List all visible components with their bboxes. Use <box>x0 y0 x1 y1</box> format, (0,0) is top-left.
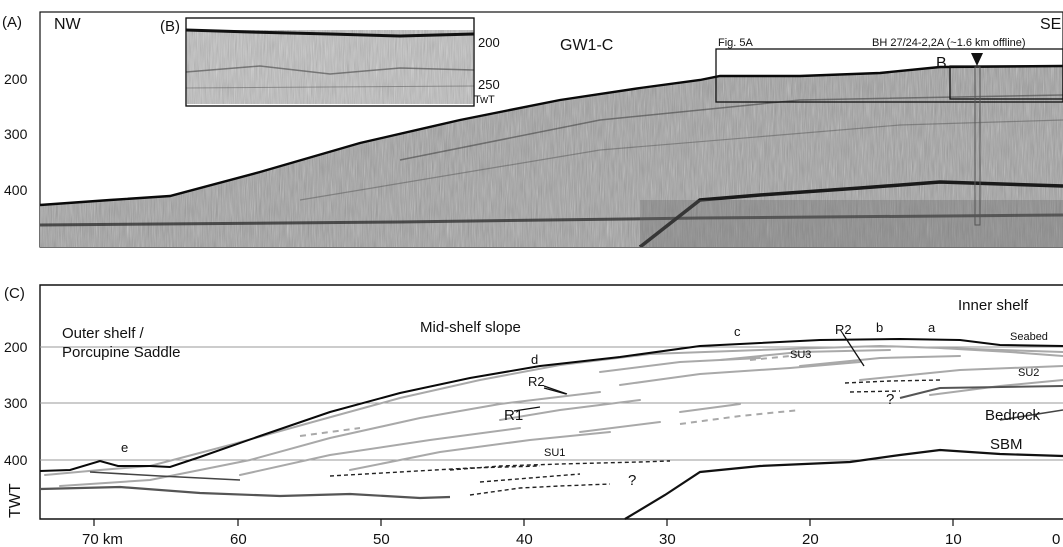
r2-left-label: R2 <box>528 374 545 389</box>
se-label: SE <box>1040 16 1061 33</box>
x-tick-50: 50 <box>373 531 390 547</box>
box-b-label: B <box>936 55 947 72</box>
x-tick-20: 20 <box>802 531 819 547</box>
x-tick-30: 30 <box>659 531 676 547</box>
panel-c-ytick-200: 200 <box>4 339 28 355</box>
point-a: a <box>928 320 936 335</box>
panel-a-ytick-300: 300 <box>4 126 28 142</box>
point-d: d <box>531 352 538 367</box>
su1-label: SU1 <box>544 447 565 459</box>
borehole-column <box>974 66 981 226</box>
point-e: e <box>121 440 128 455</box>
fig-5a-label: Fig. 5A <box>718 37 754 49</box>
panel-a-label: (A) <box>2 14 22 31</box>
r1-label: R1 <box>504 407 523 424</box>
seabed-reflector <box>39 64 1063 207</box>
point-c: c <box>734 324 741 339</box>
inset-tick-200: 200 <box>478 35 500 50</box>
su3-label: SU3 <box>790 349 811 361</box>
y-axis-label: TWT <box>7 483 24 518</box>
question-mark-2: ? <box>886 391 894 408</box>
x-tick-40: 40 <box>516 531 533 547</box>
borehole-marker-icon <box>971 53 983 66</box>
panel-c-interpretation: (C) Outer shelf / Porcupine Saddle Mid-s… <box>4 284 1063 547</box>
fig-5a-box <box>715 48 1063 103</box>
sbm-label: SBM <box>990 436 1023 453</box>
panel-b-label: (B) <box>160 18 180 35</box>
su2-label: SU2 <box>1018 367 1039 379</box>
inner-shelf-label: Inner shelf <box>958 297 1029 314</box>
panel-c-label: (C) <box>4 285 25 302</box>
panel-c-ytick-400: 400 <box>4 452 28 468</box>
inset-b-frame <box>185 17 475 107</box>
inset-tick-250: 250 <box>478 77 500 92</box>
x-tick-0: 0 <box>1052 531 1060 547</box>
nw-label: NW <box>54 16 82 33</box>
x-tick-70: 70 km <box>82 531 123 547</box>
r2-right-label: R2 <box>835 322 852 337</box>
x-tick-60: 60 <box>230 531 247 547</box>
box-b <box>949 65 1063 100</box>
sbm-reflector <box>624 448 1063 520</box>
line-name: GW1-C <box>560 37 613 54</box>
outer-shelf-label-2: Porcupine Saddle <box>62 344 180 361</box>
outer-shelf-label-1: Outer shelf / <box>62 325 145 342</box>
x-tick-10: 10 <box>945 531 962 547</box>
panel-a-ytick-200: 200 <box>4 71 28 87</box>
panel-c-ytick-300: 300 <box>4 395 28 411</box>
panel-a-seismic-profile: (A) NW SE GW1-C 200 300 400 Fig. 5A B BH… <box>2 11 1063 248</box>
inset-unit: TwT <box>474 94 495 106</box>
borehole-label: BH 27/24-2,2A (~1.6 km offline) <box>872 37 1026 49</box>
question-mark-1: ? <box>628 472 636 489</box>
seabed-line <box>39 337 1063 472</box>
panel-a-ytick-400: 400 <box>4 182 28 198</box>
mid-shelf-label: Mid-shelf slope <box>420 319 521 336</box>
bedrock-label: Bedrock <box>985 407 1041 424</box>
panel-c-frame <box>39 284 1063 520</box>
bedrock-reflector <box>39 485 451 500</box>
seabed-label: Seabed <box>1010 331 1048 343</box>
point-b: b <box>876 320 883 335</box>
